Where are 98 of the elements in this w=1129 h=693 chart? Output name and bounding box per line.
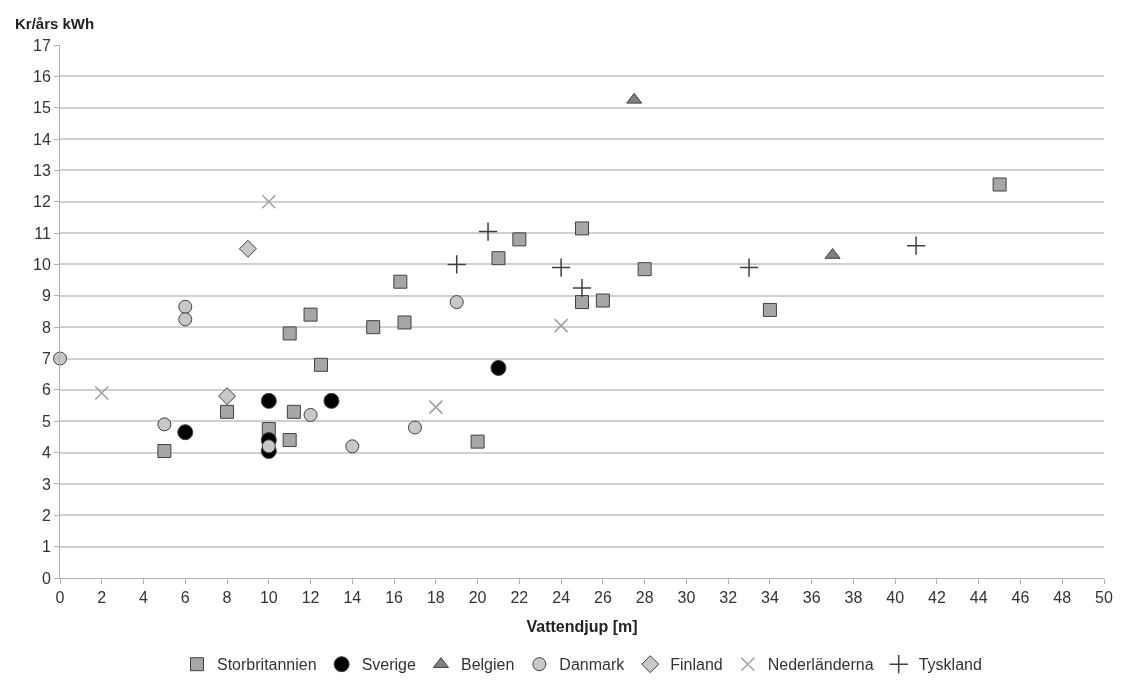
point [366,320,381,335]
point [393,274,408,289]
y-tick-label: 1 [41,538,51,556]
point [428,399,444,415]
x-tick-label: 10 [259,589,278,607]
point [446,254,467,275]
legend-label: Nederländerna [767,656,874,674]
point [282,433,297,448]
point [397,315,412,330]
point [286,404,301,419]
point [551,257,571,278]
point [512,232,527,247]
point [261,194,277,210]
x-tick-label: 40 [886,589,905,607]
legend-label: Tyskland [918,656,982,674]
x-tick-label: 50 [1095,589,1113,607]
y-tick-label: 8 [41,318,51,336]
x-tick-label: 38 [844,589,863,607]
x-tick-label: 18 [426,589,445,607]
x-tick-label: 12 [301,589,320,607]
legend-label: Belgien [460,656,515,674]
y-tick-label: 11 [34,224,51,242]
point [478,221,498,242]
y-tick-label: 12 [33,193,51,211]
x-tick-label: 20 [468,589,487,607]
point [218,387,236,406]
point [53,351,67,366]
point [490,359,507,376]
y-tick-label: 2 [41,506,51,524]
y-tick-label: 17 [33,36,51,54]
point [261,439,276,454]
x-tick-label: 16 [385,589,404,607]
x-tick-label: 32 [719,589,738,607]
point [345,439,360,454]
point [575,221,589,236]
x-tick-label: 0 [55,589,65,607]
point [906,235,926,256]
point [762,302,777,317]
point [491,251,506,266]
y-tick-label: 6 [41,381,51,399]
point [595,293,610,308]
legend-label: Finland [670,656,723,674]
legend-label: Storbritannien [217,656,317,674]
point [157,417,172,432]
x-tick-label: 36 [802,589,821,607]
y-tick-label: 13 [33,162,51,180]
x-tick-label: 8 [222,589,232,607]
x-tick-label: 6 [180,589,190,607]
point [157,444,172,459]
y-tick-label: 4 [41,444,51,462]
point [553,318,569,333]
point [303,307,318,322]
y-tick-label: 5 [41,412,51,430]
x-tick-label: 22 [510,589,529,607]
x-tick-label: 46 [1011,589,1030,607]
x-tick-label: 4 [139,589,149,607]
point [572,278,592,298]
point [449,295,464,310]
point [323,392,340,409]
y-axis-title: Kr/års kWh [15,15,95,32]
x-tick-label: 2 [97,589,107,607]
x-tick-label: 24 [552,589,571,607]
point [992,177,1007,192]
point [260,392,277,409]
point [575,295,589,310]
x-tick-label: 34 [761,589,779,607]
x-tick-label: 44 [969,589,988,607]
point [220,404,235,419]
x-tick-label: 28 [635,589,654,607]
point [178,299,193,314]
y-tick-label: 7 [41,350,51,368]
point [314,357,328,372]
y-tick-label: 0 [41,569,51,587]
y-tick-label: 16 [33,67,51,85]
legend-label: Sverige [361,656,416,674]
x-tick-label: 48 [1053,589,1072,607]
x-tick-label: 42 [928,589,946,607]
y-tick-label: 15 [33,99,51,117]
y-tick-label: 9 [41,287,51,305]
point [282,326,297,341]
y-tick-label: 14 [33,130,51,148]
x-tick-label: 30 [677,589,696,607]
x-tick-label: 26 [593,589,612,607]
point [238,239,257,258]
point [626,92,643,104]
point [407,420,422,435]
point [739,257,759,278]
y-tick-label: 10 [33,256,51,274]
point [470,434,485,449]
point [637,262,652,277]
point [178,312,193,327]
point [177,424,194,441]
legend-label: Danmark [559,656,626,674]
point [94,385,110,401]
point [303,407,318,422]
x-axis-title: Vattendjup [m] [526,617,638,635]
x-tick-label: 14 [343,589,362,607]
y-tick-label: 3 [41,475,51,493]
